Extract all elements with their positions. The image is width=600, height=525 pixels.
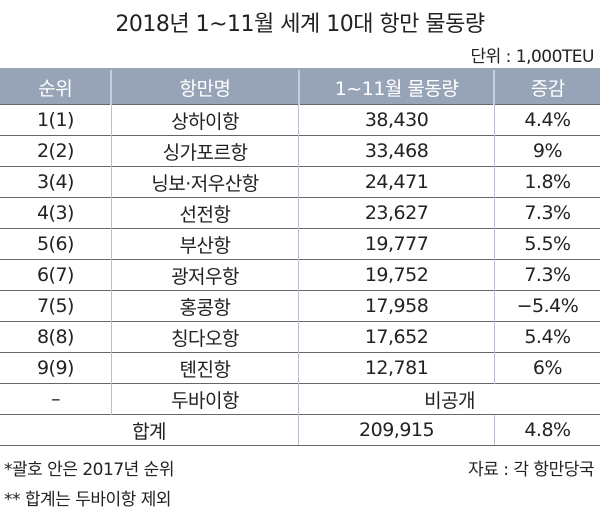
cell-volume: 23,627 [298,197,495,229]
source-note: 자료 : 각 항만당국 [468,460,594,480]
header-port: 항만명 [110,68,299,105]
header-change: 증감 [493,68,600,105]
cell-rank: – [0,383,112,415]
table-header-row: 순위 항만명 1~11월 물동량 증감 [0,68,600,105]
unit-label: 단위 : 1,000TEU [470,47,594,67]
port-volume-table: 순위 항만명 1~11월 물동량 증감 1(1) 상하이항 38,430 4.4% 2(… [0,68,600,446]
table-title: 2018년 1~11월 세계 10대 항만 물동량 [115,12,485,37]
cell-rank: 4(3) [0,197,112,229]
header-rank: 순위 [0,68,112,105]
cell-port: 닝보·저우산항 [110,166,299,198]
cell-rank: 2(2) [0,135,112,167]
cell-rank: 6(7) [0,259,112,291]
cell-port: 광저우항 [110,259,299,291]
cell-port: 두바이항 [110,383,299,415]
cell-port: 싱가포르항 [110,135,299,167]
cell-rank: 9(9) [0,352,112,384]
cell-change: 1.8% [493,166,600,198]
table-row-dubai: – 두바이항 비공개 [0,383,600,415]
cell-volume: 17,652 [298,321,495,353]
cell-volume: 24,471 [298,166,495,198]
table-row: 4(3) 선전항 23,627 7.3% [0,197,600,229]
cell-change: 9% [493,135,600,167]
cell-rank: 3(4) [0,166,112,198]
cell-port: 상하이항 [110,104,299,136]
cell-rank: 1(1) [0,104,112,136]
cell-rank: 7(5) [0,290,112,322]
cell-change: −5.4% [493,290,600,322]
footnote-rank: *괄호 안은 2017년 순위 [4,460,174,480]
table-row: 2(2) 싱가포르항 33,468 9% [0,135,600,167]
table-row: 7(5) 홍콩항 17,958 −5.4% [0,290,600,322]
cell-change: 7.3% [493,197,600,229]
cell-volume: 33,468 [298,135,495,167]
footnote-total: ** 합계는 두바이항 제외 [4,490,171,510]
cell-volume: 12,781 [298,352,495,384]
table-row-total: 합계 209,915 4.8% [0,414,600,446]
cell-volume: 19,777 [298,228,495,260]
cell-port: 부산항 [110,228,299,260]
cell-change: 5.4% [493,321,600,353]
cell-total-change: 4.8% [493,414,600,446]
table-row: 8(8) 칭다오항 17,652 5.4% [0,321,600,353]
cell-change: 5.5% [493,228,600,260]
cell-volume: 38,430 [298,104,495,136]
table-row: 1(1) 상하이항 38,430 4.4% [0,104,600,136]
table-row: 5(6) 부산항 19,777 5.5% [0,228,600,260]
cell-port: 칭다오항 [110,321,299,353]
cell-total-volume: 209,915 [298,414,495,446]
cell-volume: 17,958 [298,290,495,322]
cell-change: 4.4% [493,104,600,136]
cell-change: 7.3% [493,259,600,291]
cell-total-label: 합계 [0,414,299,446]
cell-volume: 19,752 [298,259,495,291]
table-row: 6(7) 광저우항 19,752 7.3% [0,259,600,291]
table-row: 3(4) 닝보·저우산항 24,471 1.8% [0,166,600,198]
cell-rank: 5(6) [0,228,112,260]
table-row: 9(9) 톈진항 12,781 6% [0,352,600,384]
cell-change: 6% [493,352,600,384]
cell-rank: 8(8) [0,321,112,353]
cell-undisclosed: 비공개 [298,383,600,415]
cell-port: 홍콩항 [110,290,299,322]
cell-port: 톈진항 [110,352,299,384]
header-volume: 1~11월 물동량 [297,68,495,105]
cell-port: 선전항 [110,197,299,229]
